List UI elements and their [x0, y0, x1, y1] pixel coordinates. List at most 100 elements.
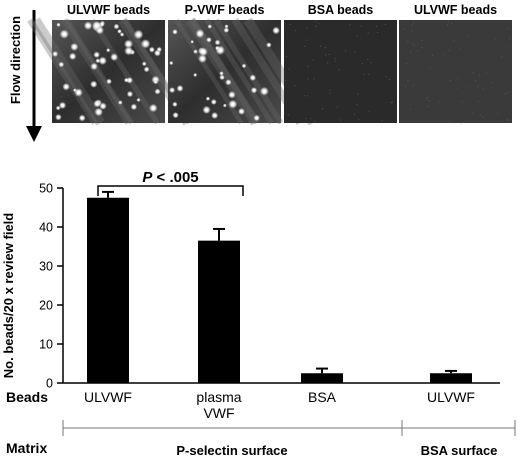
noise-speck	[318, 23, 320, 25]
noise-speck	[334, 58, 336, 60]
noise-speck	[405, 85, 407, 87]
flow-direction-label: Flow direction	[8, 16, 23, 104]
noise-speck	[413, 45, 415, 47]
bead	[243, 64, 245, 67]
noise-speck	[349, 24, 351, 26]
bead	[201, 49, 206, 54]
bead	[225, 29, 228, 32]
noise-speck	[368, 73, 370, 75]
bead	[61, 103, 64, 107]
micrograph-background	[284, 20, 397, 123]
bead	[95, 53, 98, 57]
noise-speck	[482, 88, 484, 90]
bead	[216, 47, 219, 50]
bar	[87, 197, 129, 383]
bead	[170, 88, 174, 92]
noise-speck	[377, 32, 379, 34]
matrix-group-label: BSA surface	[421, 443, 498, 458]
bead	[194, 50, 197, 53]
bead	[96, 110, 101, 114]
noise-speck	[451, 22, 453, 24]
bead	[170, 62, 173, 64]
noise-speck	[421, 39, 423, 41]
bead	[64, 85, 68, 89]
y-tick-label: 30	[39, 260, 53, 274]
noise-speck	[370, 62, 372, 64]
bead	[125, 79, 128, 82]
bead	[143, 62, 146, 65]
flow-streak	[64, 18, 134, 125]
noise-speck	[500, 39, 502, 41]
flow-streak	[213, 18, 284, 125]
noise-speck	[287, 114, 289, 116]
noise-speck	[354, 51, 356, 53]
noise-speck	[430, 66, 432, 68]
noise-speck	[305, 118, 307, 120]
bead	[101, 59, 105, 63]
bead	[224, 104, 226, 107]
noise-speck	[388, 78, 390, 80]
noise-speck	[367, 59, 369, 61]
micrograph-panel	[27, 17, 192, 126]
bead	[118, 30, 121, 33]
noise-speck	[315, 25, 317, 27]
bead	[198, 31, 202, 36]
noise-speck	[360, 25, 362, 27]
noise-speck	[457, 87, 459, 89]
noise-speck	[494, 38, 496, 40]
bead	[94, 23, 99, 28]
bar-chart: No. beads/20 x review field 01020304050 …	[1, 169, 516, 458]
noise-speck	[381, 119, 383, 121]
category-label: ULVWF	[84, 389, 132, 405]
bead	[213, 114, 217, 117]
noise-speck	[413, 22, 415, 24]
bead	[145, 68, 148, 71]
bead	[60, 63, 63, 66]
noise-speck	[336, 106, 338, 108]
noise-speck	[449, 80, 451, 82]
noise-speck	[461, 101, 463, 103]
bead	[255, 116, 259, 120]
bead	[267, 43, 270, 47]
noise-speck	[477, 85, 479, 87]
noise-speck	[410, 51, 412, 53]
bead	[220, 76, 224, 79]
noise-speck	[427, 105, 429, 107]
flow-streak	[27, 18, 98, 125]
noise-speck	[368, 110, 370, 112]
category-label: VWF	[203, 405, 234, 421]
bead	[95, 102, 99, 106]
bead	[252, 88, 256, 92]
matrix-group-label: P-selectin surface	[176, 443, 287, 458]
noise-speck	[403, 28, 405, 30]
bead	[204, 108, 209, 112]
noise-speck	[294, 85, 296, 87]
noise-speck	[426, 96, 428, 98]
noise-speck	[453, 40, 455, 42]
bar	[430, 373, 472, 383]
flow-streak	[204, 18, 274, 125]
bead	[173, 30, 177, 33]
noise-speck	[447, 21, 449, 23]
micrograph-panels: ULVWF beads P-VWF beads BSA beads ULVWF bea…	[27, 3, 512, 126]
noise-speck	[507, 119, 509, 121]
noise-speck	[294, 30, 296, 32]
bead	[208, 25, 211, 28]
noise-speck	[306, 95, 308, 97]
category-label: plasma	[196, 389, 241, 405]
noise-speck	[409, 108, 411, 110]
noise-speck	[303, 95, 305, 97]
bead	[220, 72, 223, 75]
bead	[71, 54, 75, 58]
noise-speck	[507, 91, 509, 93]
noise-speck	[485, 72, 487, 74]
noise-speck	[390, 102, 392, 104]
noise-speck	[315, 20, 317, 22]
noise-speck	[506, 119, 508, 121]
matrix-row-label: Matrix	[6, 440, 47, 456]
noise-speck	[325, 54, 327, 56]
micrograph-panel	[399, 20, 512, 124]
bead	[200, 56, 205, 61]
noise-speck	[361, 62, 363, 64]
noise-speck	[412, 43, 414, 45]
